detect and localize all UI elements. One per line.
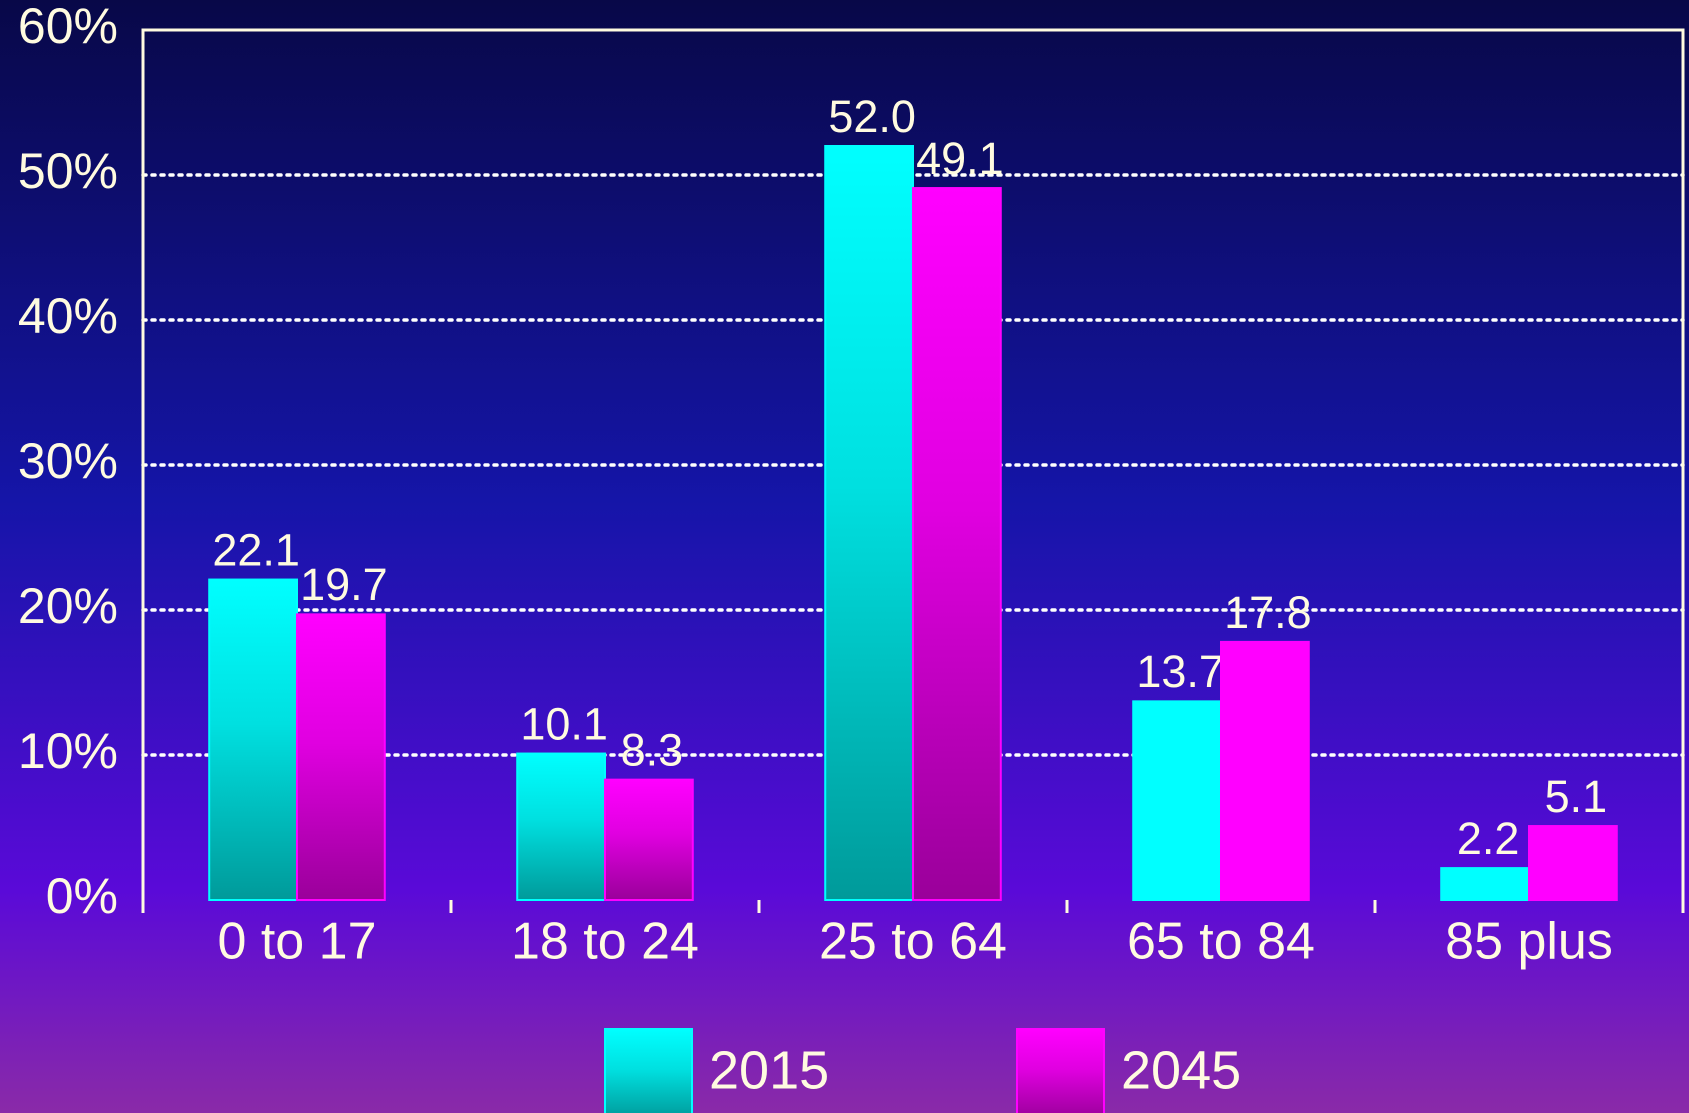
x-tick-label: 0 to 17 [217,913,376,971]
x-tick-label: 25 to 64 [819,913,1007,971]
legend-swatch [1016,1028,1105,1113]
bar [1132,700,1222,901]
bar [296,613,386,901]
x-tick-label: 65 to 84 [1127,913,1315,971]
y-tick-label: 40% [18,288,118,344]
bar [1220,640,1310,902]
bar [516,752,606,901]
value-label: 10.1 [520,698,608,749]
bar [208,578,298,901]
value-label: 5.1 [1545,771,1608,822]
legend-label: 2045 [1121,1040,1241,1100]
y-tick-label: 0% [46,868,118,924]
value-label: 13.7 [1136,646,1224,697]
y-tick-label: 30% [18,433,118,489]
value-label: 17.8 [1224,587,1312,638]
y-tick-label: 50% [18,143,118,199]
y-tick-label: 10% [18,723,118,779]
bar [604,778,694,902]
legend-label: 2015 [709,1040,829,1100]
x-tick-label: 85 plus [1445,913,1613,971]
value-label: 52.0 [828,91,916,142]
plot-frame [141,28,1685,900]
value-label: 19.7 [300,559,388,610]
x-tick-label: 18 to 24 [511,913,699,971]
y-tick-label: 20% [18,578,118,634]
value-label: 49.1 [916,133,1004,184]
y-tick-label: 60% [18,0,118,54]
legend-swatch [604,1028,693,1113]
value-label: 22.1 [212,524,300,575]
bar [824,145,914,901]
value-label: 8.3 [621,725,684,776]
value-label: 2.2 [1457,813,1520,864]
bar [1528,825,1618,901]
bar [912,187,1002,902]
bar [1440,867,1530,901]
